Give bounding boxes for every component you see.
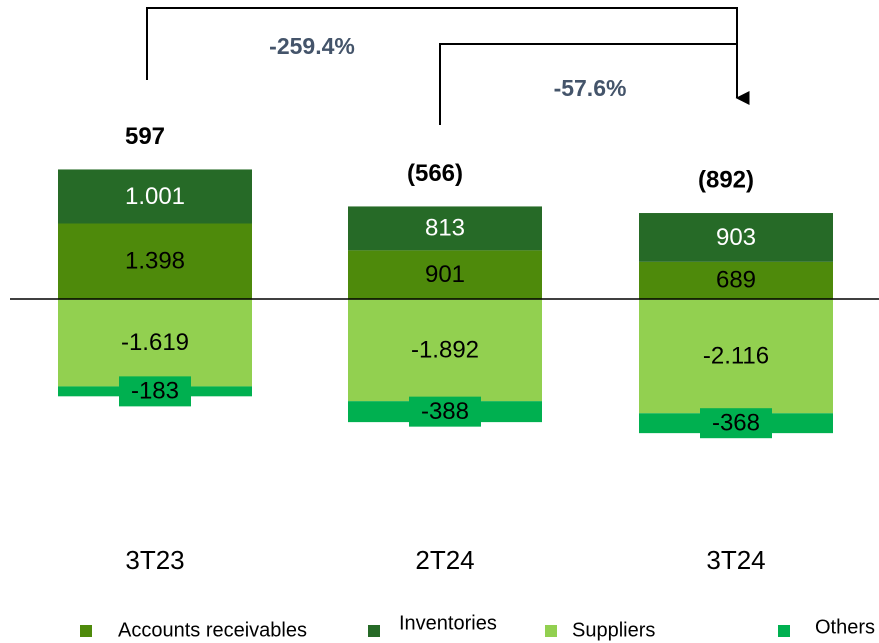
data-label: 903 bbox=[716, 224, 756, 251]
bar-segment bbox=[58, 223, 252, 299]
data-label: -368 bbox=[712, 410, 760, 437]
label-box bbox=[119, 376, 191, 407]
x-tick-label: 3T24 bbox=[706, 545, 765, 575]
change-label: -259.4% bbox=[269, 33, 355, 59]
total-label: (892) bbox=[698, 166, 754, 193]
legend-label: Suppliers bbox=[572, 619, 655, 641]
legend-swatch bbox=[80, 625, 92, 637]
label-box bbox=[700, 408, 772, 439]
data-label: -1.892 bbox=[411, 336, 479, 363]
bar-segment bbox=[348, 299, 542, 402]
data-label: -1.619 bbox=[121, 329, 189, 356]
bar-segment bbox=[639, 213, 833, 262]
legend-label: Inventories bbox=[399, 612, 497, 634]
change-arrow bbox=[146, 7, 750, 105]
data-label: 901 bbox=[425, 261, 465, 288]
data-label: -2.116 bbox=[703, 342, 769, 369]
legend-swatch bbox=[368, 625, 380, 637]
change-bracket bbox=[439, 43, 737, 125]
bar-segment bbox=[639, 299, 833, 414]
legend-label: Accounts receivables bbox=[118, 619, 307, 641]
legend-label: Others bbox=[815, 616, 875, 638]
bar-segment bbox=[348, 250, 542, 299]
bar-segment bbox=[58, 299, 252, 387]
data-label: 813 bbox=[425, 215, 465, 242]
total-label: 597 bbox=[125, 123, 165, 150]
data-label: -388 bbox=[421, 398, 469, 425]
change-label: -57.6% bbox=[554, 75, 627, 101]
x-tick-label: 3T23 bbox=[125, 545, 184, 575]
bar-segment bbox=[58, 169, 252, 224]
data-label: 1.001 bbox=[125, 183, 185, 210]
legend-swatch bbox=[778, 625, 790, 637]
x-tick-label: 2T24 bbox=[415, 545, 474, 575]
bar-segment bbox=[639, 261, 833, 299]
total-label: (566) bbox=[407, 160, 463, 187]
bar-segment bbox=[348, 206, 542, 251]
data-label: 689 bbox=[716, 267, 756, 294]
data-label: 1.398 bbox=[125, 248, 185, 275]
data-label: -183 bbox=[131, 378, 179, 405]
legend-swatch bbox=[545, 625, 557, 637]
label-box bbox=[409, 396, 481, 427]
